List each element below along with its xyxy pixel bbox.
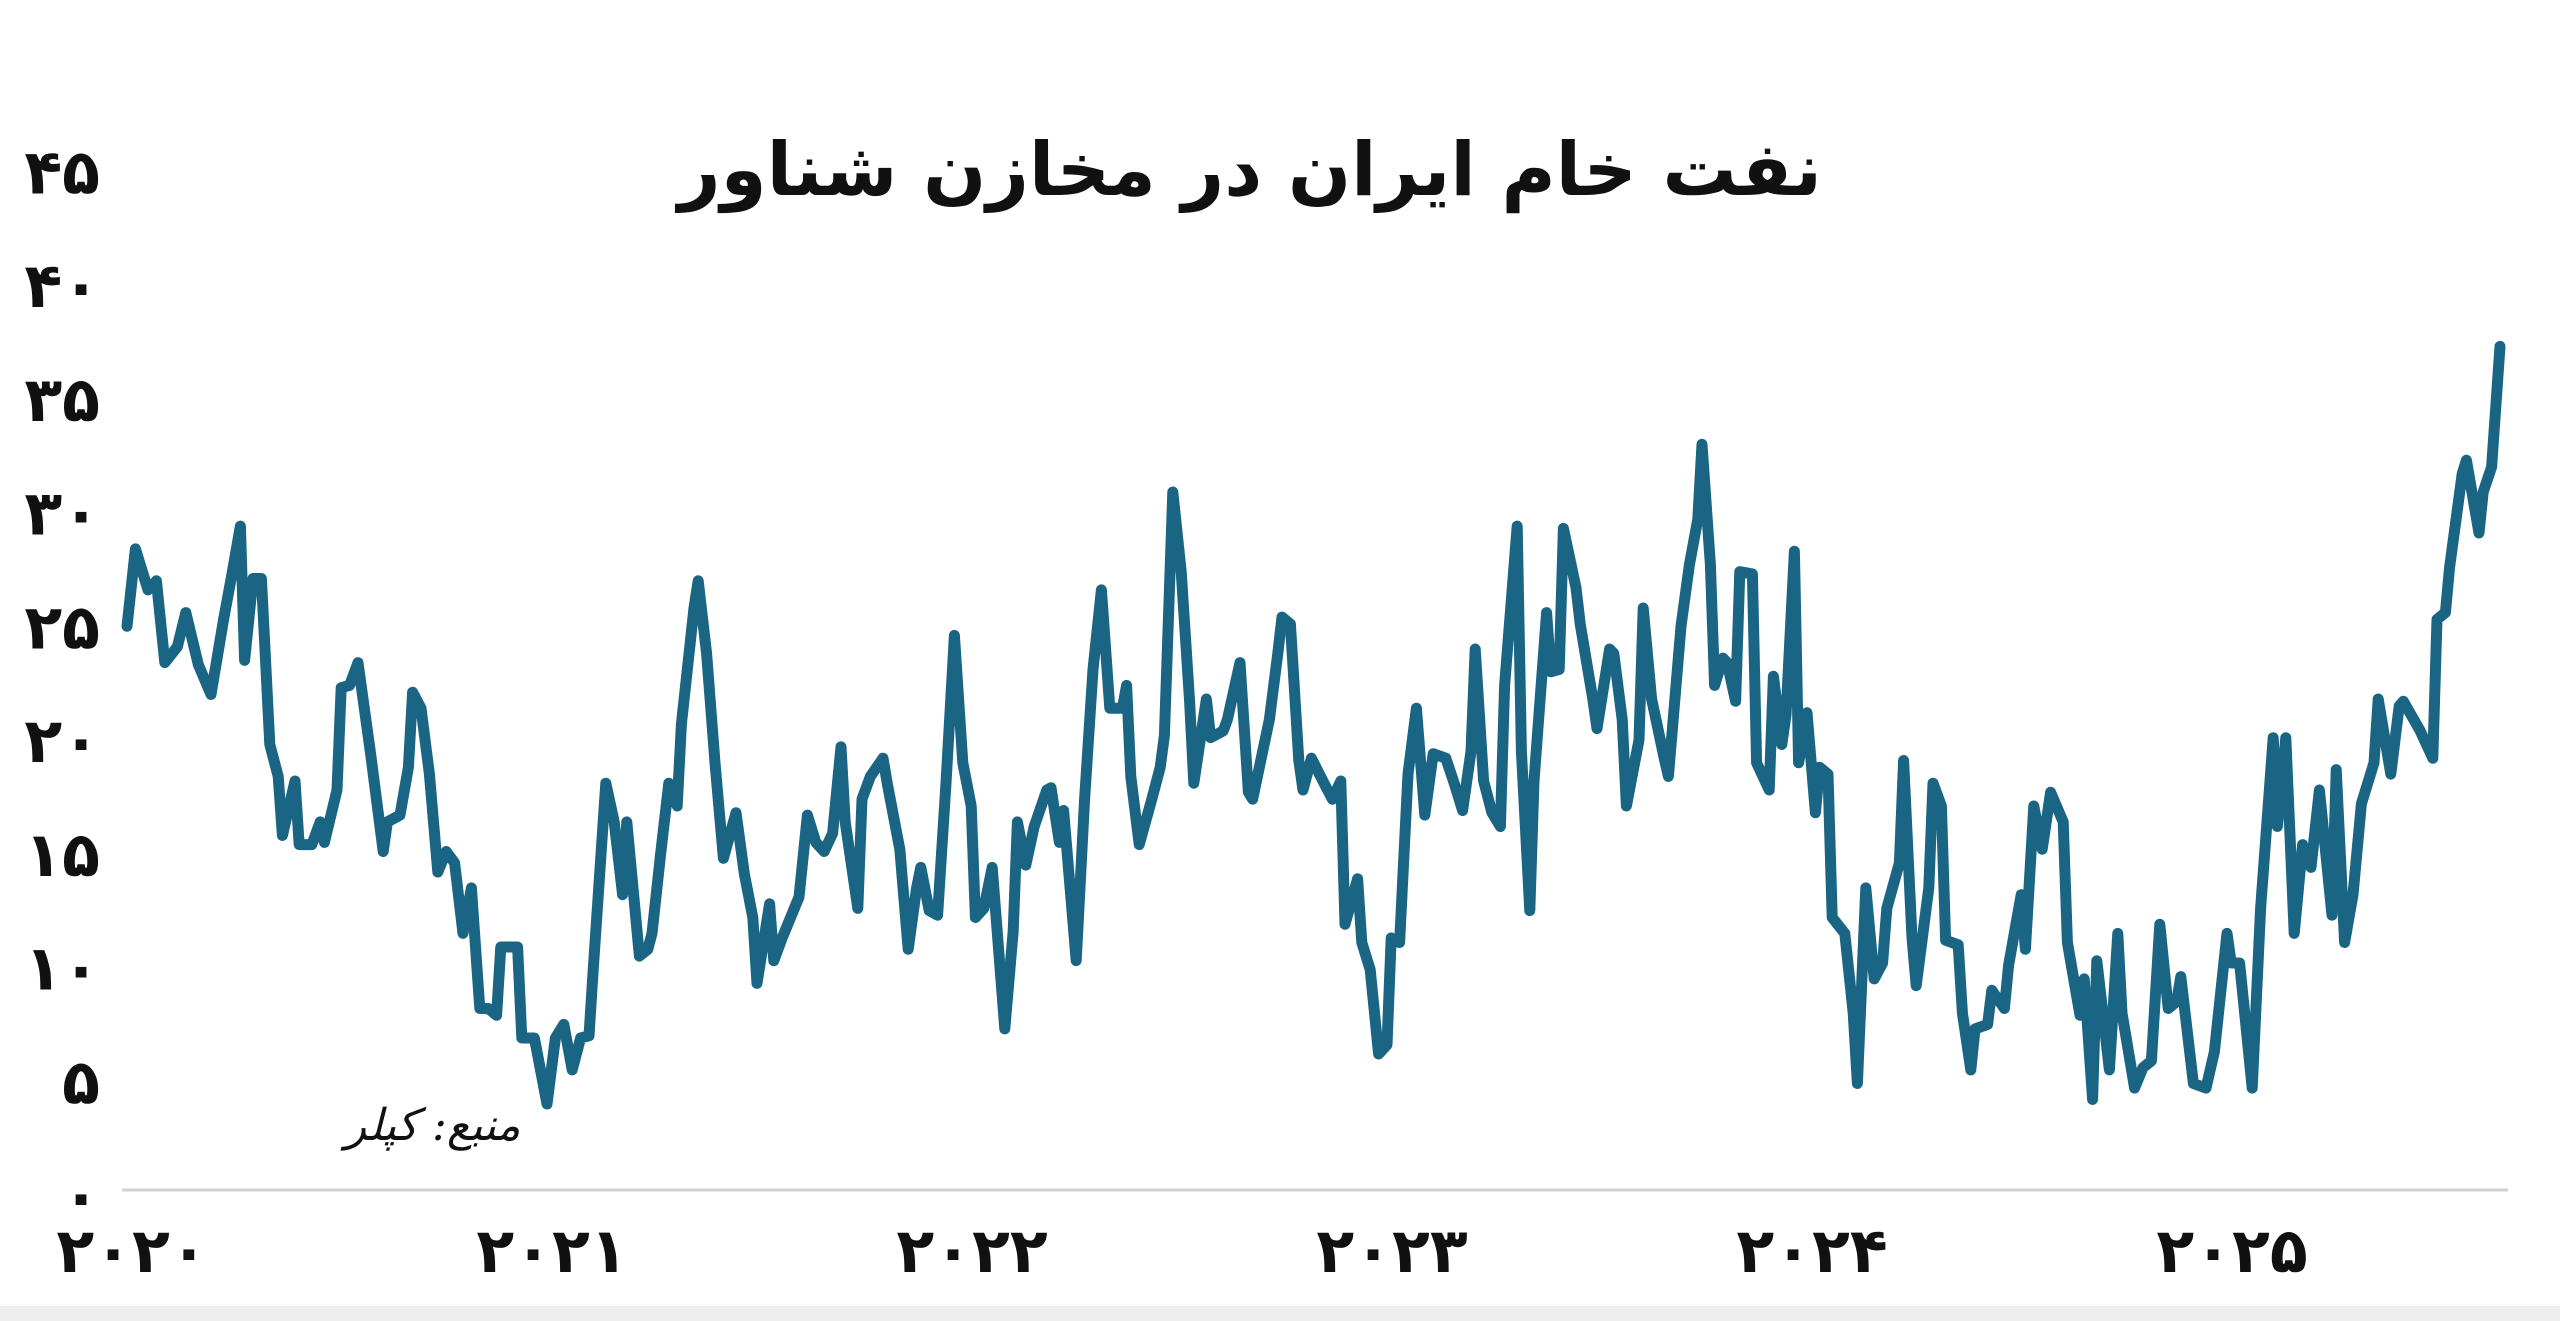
y-tick-label: ۲۵	[24, 590, 100, 663]
y-axis: ۰ ۵ ۱۰ ۱۵ ۲۰ ۲۵ ۳۰ ۳۵ ۴۰ ۴۵	[24, 135, 100, 1232]
y-tick-label: ۳۵	[24, 363, 100, 436]
y-tick-label: ۱۵	[24, 818, 100, 891]
x-tick-label: ۲۰۲۳	[1316, 1214, 1468, 1287]
chart-title: نفت خام ایران در مخازن شناور	[674, 127, 1822, 214]
source-note: منبع: کپلر	[340, 1100, 520, 1151]
y-tick-label: ۵	[62, 1045, 100, 1118]
y-tick-label: ۲۰	[24, 704, 100, 777]
y-tick-label: ۱۰	[24, 932, 100, 1005]
bottom-band	[0, 1306, 2560, 1321]
x-tick-label: ۲۰۲۱	[476, 1214, 627, 1287]
y-tick-label: ۴۵	[24, 135, 100, 208]
series-line	[121, 340, 2506, 1110]
y-tick-label: ۴۰	[24, 249, 100, 322]
y-tick-label: ۳۰	[24, 477, 100, 550]
x-tick-label: ۲۰۲۵	[2156, 1214, 2307, 1287]
x-tick-label: ۲۰۲۴	[1736, 1214, 1887, 1287]
x-tick-label: ۲۰۲۰	[56, 1214, 207, 1287]
x-tick-label: ۲۰۲۲	[896, 1214, 1048, 1287]
y-tick-label: ۰	[62, 1159, 100, 1232]
x-axis: ۲۰۲۰ ۲۰۲۱ ۲۰۲۲ ۲۰۲۳ ۲۰۲۴ ۲۰۲۵	[56, 1214, 2307, 1287]
